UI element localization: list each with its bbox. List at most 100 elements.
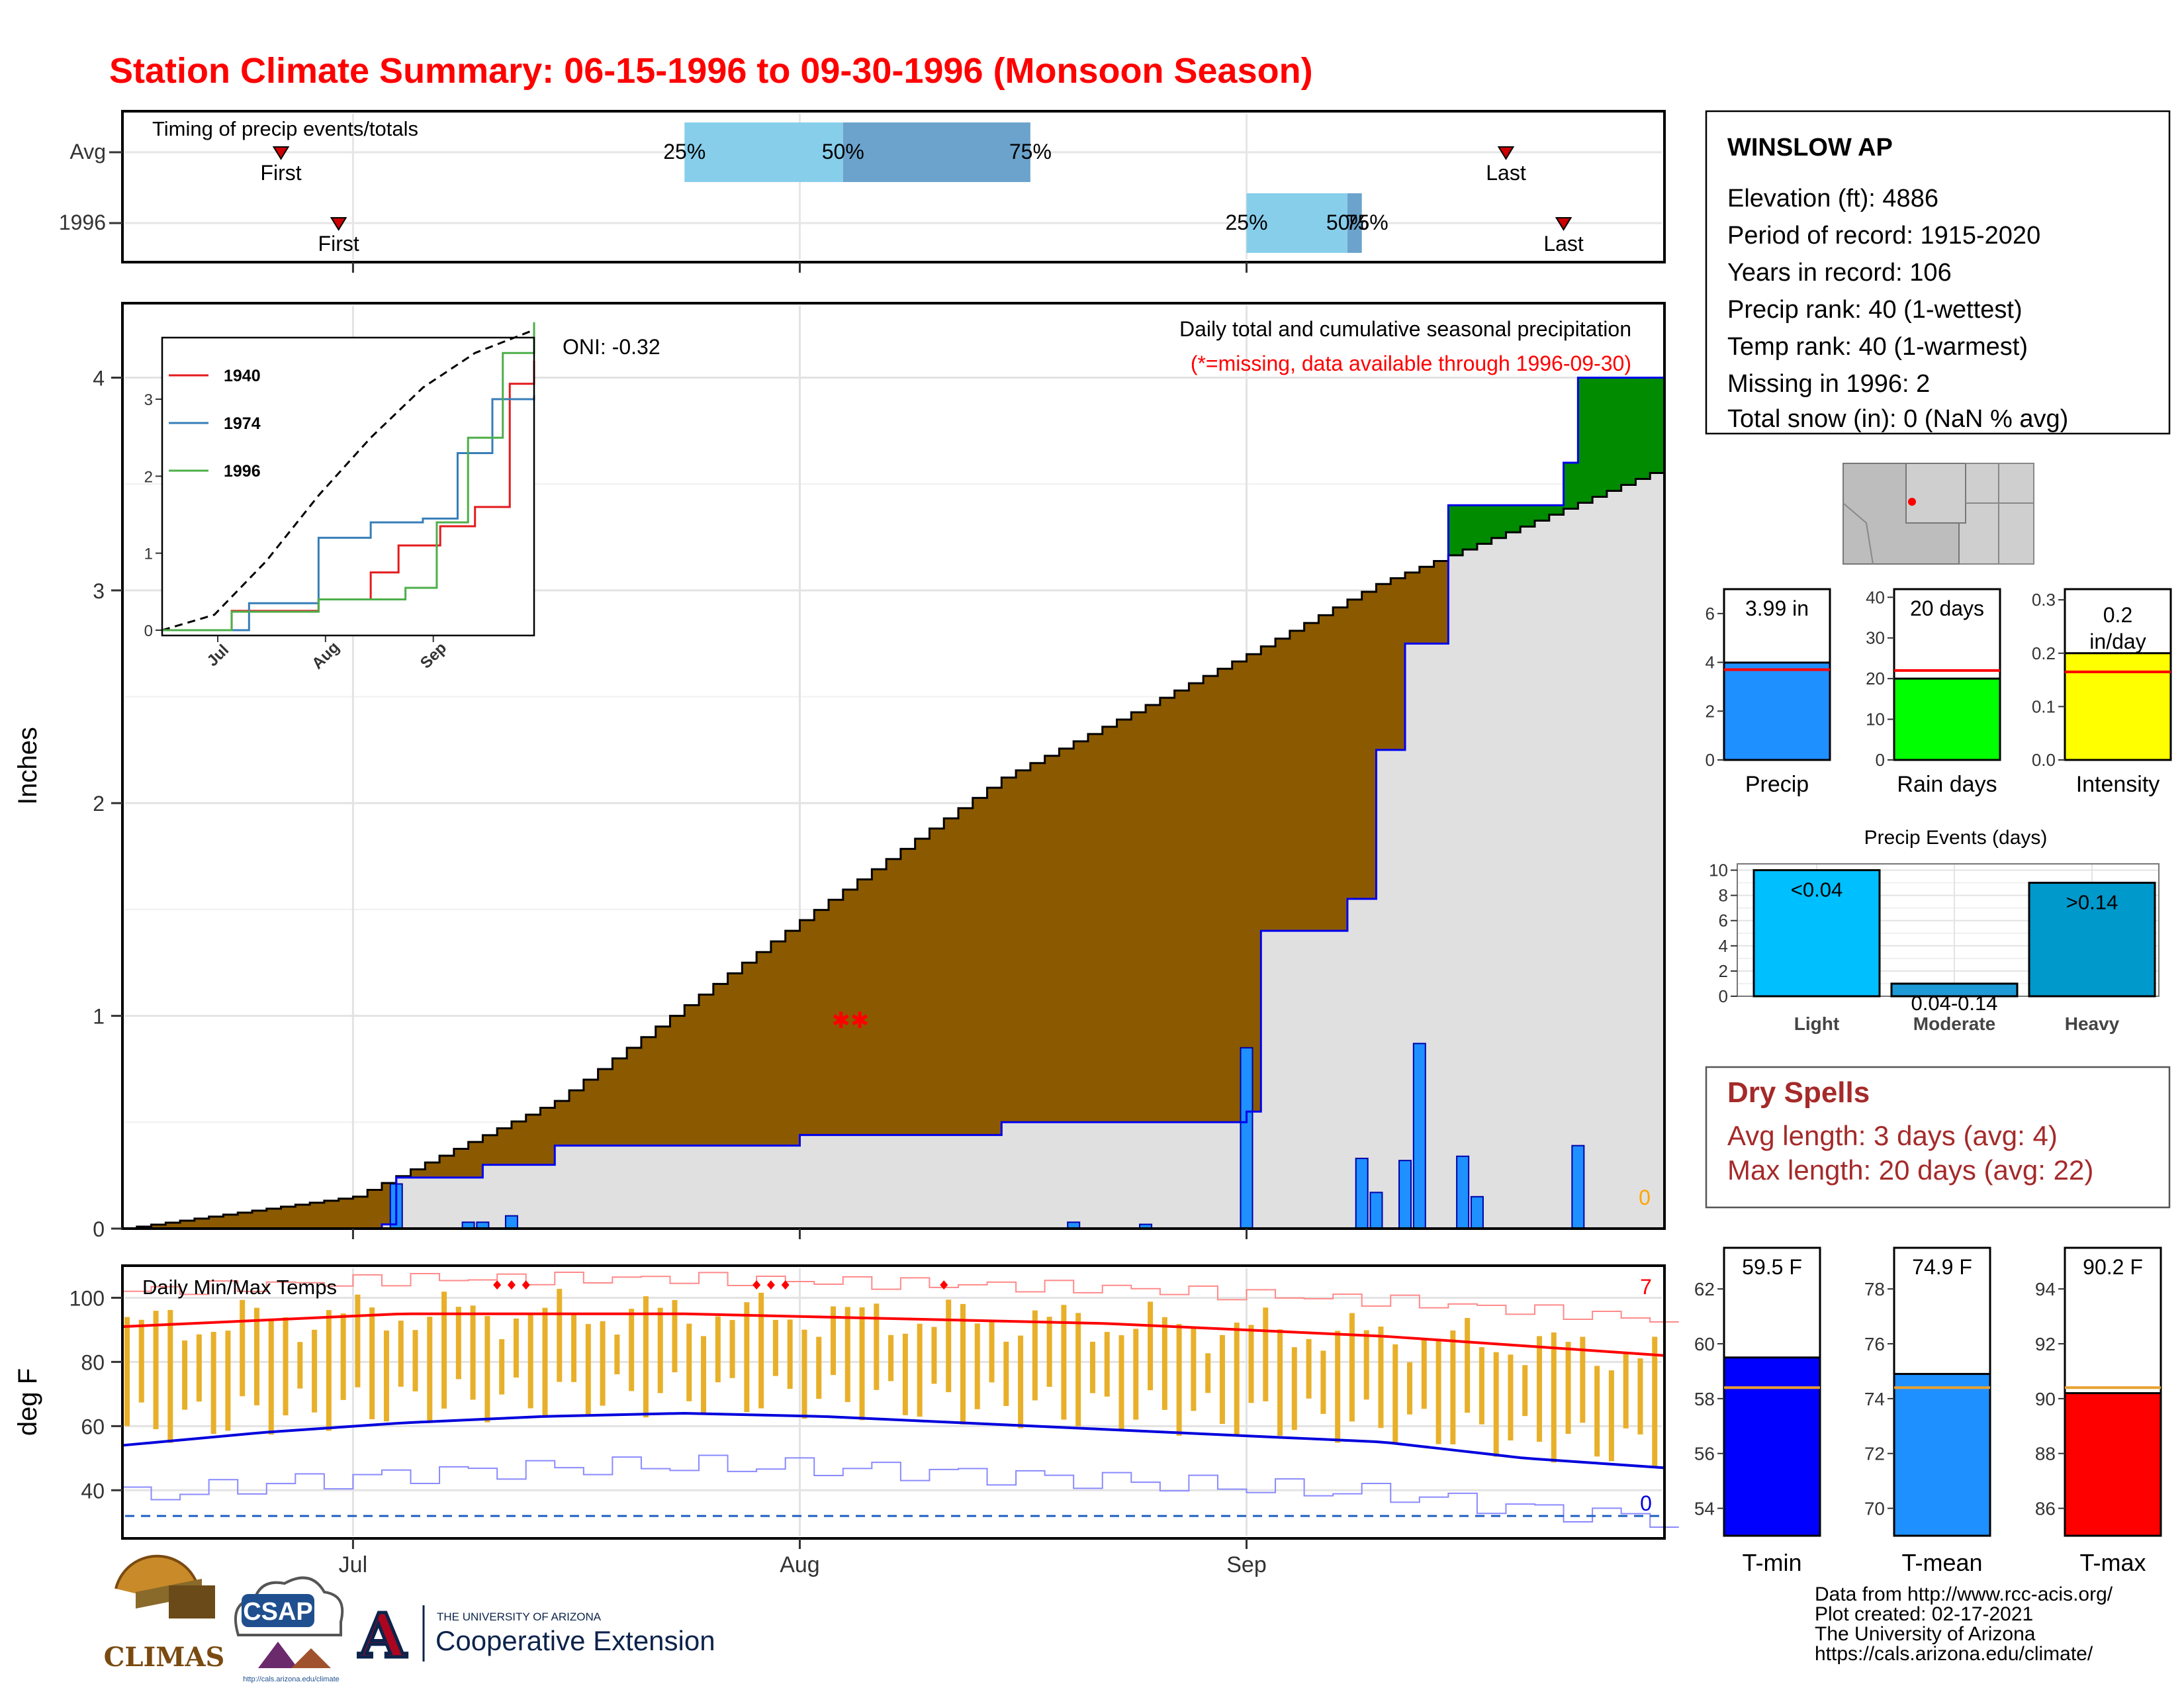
- station-line-period: Period of record: 1915-2020: [1727, 222, 2040, 250]
- temp-label: Daily Min/Max Temps: [142, 1276, 337, 1299]
- daily-temp-bar: [787, 1319, 793, 1389]
- timing-iqr-lower: [1246, 193, 1347, 253]
- daily-temp-bar: [355, 1294, 361, 1387]
- mini-bar-y-tick-label: 2: [1706, 701, 1715, 721]
- temp-bar-y-tick-label: 62: [1694, 1279, 1715, 1299]
- daily-temp-bar: [1089, 1341, 1095, 1393]
- inset-line-1996: [162, 322, 535, 632]
- daily-temp-bar: [844, 1307, 850, 1403]
- temp-bar-value: [2064, 1392, 2162, 1537]
- mini-bar-axis-label: Precip: [1745, 772, 1809, 797]
- timing-p50-label: 50%: [822, 140, 864, 164]
- mini-bar-axis-label: Intensity: [2076, 772, 2160, 797]
- daily-temp-bar: [1306, 1338, 1312, 1399]
- temp-y-axis-label: deg F: [13, 1368, 42, 1436]
- daily-temp-bar: [196, 1334, 202, 1402]
- record-min-line: [122, 1454, 1679, 1528]
- temp-bar-value-label: 90.2 F: [2083, 1255, 2143, 1279]
- daily-temp-bar: [268, 1318, 274, 1435]
- record-high-marker: [493, 1280, 502, 1290]
- daily-temp-bar: [1637, 1358, 1643, 1434]
- precip-base-area: [122, 473, 1664, 1229]
- daily-temp-bar: [1551, 1332, 1557, 1463]
- mini-bar-value-label: 20 days: [1910, 596, 1984, 620]
- ua-line-2: Cooperative Extension: [435, 1625, 715, 1656]
- daily-temp-bar: [1522, 1365, 1528, 1417]
- daily-temp-bar: [124, 1317, 130, 1427]
- footer-line-4: https://cals.arizona.edu/climate/: [1815, 1643, 2093, 1665]
- events-y-tick-label: 0: [1719, 986, 1728, 1006]
- timing-first-marker: [272, 146, 290, 160]
- daily-temp-bar: [1234, 1323, 1240, 1436]
- mini-bar-y-tick-label: 0.0: [2032, 750, 2056, 770]
- events-bar-label: <0.04: [1791, 878, 1843, 902]
- ua-cooperative-extension-logo: A THE UNIVERSITY OF ARIZONA Cooperative …: [357, 1599, 715, 1673]
- temp-bar-y-tick-label: 74: [1864, 1389, 1885, 1409]
- daily-temp-bar: [1378, 1327, 1384, 1429]
- daily-temp-bar: [1508, 1354, 1514, 1441]
- daily-precip-bar: [1398, 1160, 1412, 1229]
- daily-temp-bar: [859, 1307, 865, 1421]
- dry-spells-title: Dry Spells: [1727, 1076, 1870, 1109]
- ua-line-1: THE UNIVERSITY OF ARIZONA: [437, 1611, 602, 1623]
- daily-temp-bar: [225, 1331, 231, 1431]
- temp-x-tick-label: Aug: [780, 1552, 820, 1577]
- daily-temp-bar: [1594, 1366, 1600, 1457]
- daily-temp-bar: [1118, 1335, 1124, 1430]
- daily-temp-bar: [758, 1292, 764, 1409]
- daily-temp-bar: [1537, 1336, 1543, 1442]
- daily-temp-bar: [1580, 1336, 1586, 1423]
- timing-p50-label: 50%: [1326, 211, 1369, 234]
- avg-max-temp-line: [122, 1312, 1665, 1357]
- daily-temp-bar: [1392, 1344, 1398, 1445]
- csap-url: http://cals.arizona.edu/climate: [243, 1675, 340, 1683]
- daily-temp-bar: [1133, 1329, 1139, 1420]
- daily-temp-bar: [672, 1299, 678, 1373]
- temperature-panel: 40 60 80 100 Jul Aug Sep Daily Min/Max Temps 7…: [13, 1264, 1679, 1577]
- precip-panel: 0 1 2 3 4 Inches Daily total and cumulative …: [13, 302, 1666, 1241]
- mini-bar-y-tick-label: 4: [1706, 653, 1715, 673]
- precip-subheader: (*=missing, data available through 1996-…: [1191, 352, 1631, 375]
- daily-temp-bar: [1191, 1328, 1197, 1411]
- mini-bar-value-unit: in/day: [2089, 630, 2146, 653]
- daily-temp-bar: [1061, 1305, 1067, 1420]
- daily-temp-bar: [1291, 1347, 1297, 1430]
- events-y-tick-label: 4: [1719, 936, 1728, 956]
- daily-temp-bar: [1161, 1317, 1167, 1410]
- missing-count-label: 0: [1639, 1186, 1651, 1209]
- temp-bar-axis-label: T-max: [2079, 1549, 2146, 1576]
- station-line-elevation: Elevation (ft): 4886: [1727, 185, 1938, 212]
- dry-spells-max: Max length: 20 days (avg: 22): [1727, 1154, 2093, 1186]
- mini-bar-y-tick-label: 30: [1866, 628, 1885, 648]
- record-high-marker: [507, 1280, 516, 1290]
- oni-label: ONI: -0.32: [563, 335, 660, 359]
- daily-precip-bar: [1571, 1145, 1585, 1230]
- daily-temp-bar: [801, 1329, 807, 1419]
- mini-bar-y-tick-label: 0: [1706, 750, 1715, 770]
- precip-y-tick-label: 4: [93, 366, 105, 390]
- daily-temp-bar: [499, 1339, 505, 1395]
- inset-y-tick-label: 2: [144, 468, 153, 486]
- daily-temp-bar: [1277, 1329, 1283, 1436]
- daily-temp-bar: [513, 1318, 519, 1378]
- daily-temp-bar: [369, 1307, 375, 1419]
- daily-temp-bar: [312, 1329, 318, 1413]
- daily-precip-bar: [1355, 1157, 1369, 1229]
- inset-y-tick-label: 0: [144, 622, 153, 640]
- climas-wordmark: CLIMAS: [104, 1642, 225, 1673]
- missing-markers: ✱✱: [832, 1008, 870, 1033]
- events-y-tick-label: 6: [1719, 911, 1728, 931]
- daily-temp-bar: [715, 1316, 721, 1383]
- station-location-dot: [1908, 498, 1916, 506]
- timing-iqr-upper: [1347, 193, 1362, 253]
- record-high-marker: [522, 1280, 530, 1290]
- station-line-snow: Total snow (in): 0 (NaN % avg): [1727, 405, 2068, 433]
- daily-temp-bar: [1148, 1301, 1154, 1391]
- temp-bar-axis-label: T-min: [1743, 1549, 1802, 1576]
- station-line-years: Years in record: 106: [1727, 259, 1952, 287]
- precip-y-tick-label: 3: [93, 579, 105, 603]
- daily-temp-bar: [182, 1340, 188, 1410]
- daily-temp-bar: [470, 1305, 476, 1400]
- daily-temp-bar: [888, 1335, 894, 1382]
